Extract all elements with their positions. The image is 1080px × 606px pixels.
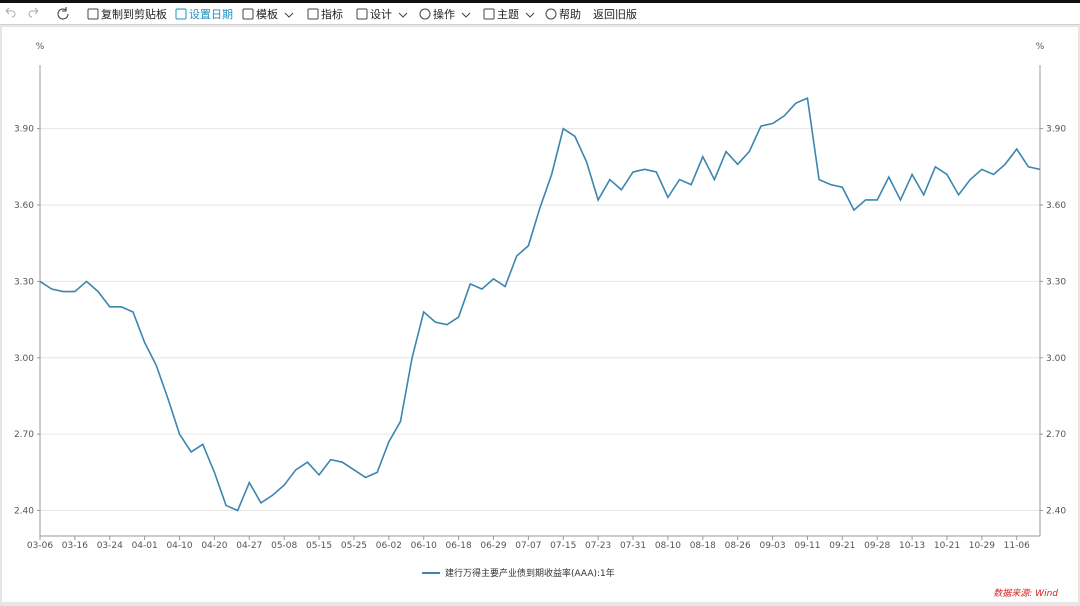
y-tick-label: 3.00 [14,354,34,364]
x-tick-label: 11-06 [1004,541,1030,551]
y2-tick-label: 3.30 [1046,277,1066,287]
toolbar-icon [307,8,319,20]
y2-tick-label: 3.00 [1046,354,1066,364]
y2-tick-label: 3.90 [1046,125,1066,135]
x-tick-label: 10-13 [899,541,925,551]
x-tick-label: 03-16 [62,541,88,551]
x-tick-label: 08-26 [725,541,751,551]
toolbar-icon [419,8,431,20]
top-bar [0,0,1080,3]
toolbar-icon [87,8,99,20]
x-tick-label: 04-27 [236,541,262,551]
toolbar-item[interactable]: 主题 [497,8,519,21]
y-tick-label: 2.70 [14,430,34,440]
toolbar: 复制到剪贴板 设置日期 模板 指标 设计 操作 主题 帮助 返回旧版 [0,3,1080,25]
toolbar-icon [175,8,187,20]
x-tick-label: 04-10 [166,541,192,551]
chart: % % 2.40 2.70 3.00 3.30 3.60 3.90 2.40 2.70 3.00 3.… [14,42,1066,599]
history-icons [5,7,69,20]
toolbar-icon [545,8,557,20]
x-tick-label: 07-31 [620,541,646,551]
legend-label: 建行万得主要产业债到期收益率(AAA):1年 [445,567,615,579]
y-tick-label: 3.60 [14,201,34,211]
x-tick-label: 07-15 [550,541,576,551]
dropdown-arrow[interactable] [461,11,471,19]
series-line [39,96,1041,512]
toolbar-item[interactable]: 帮助 [559,8,581,21]
toolbar-item[interactable]: 返回旧版 [593,8,637,21]
chart-panel: %% 2.40 2.70 3.00 3.30 3.60 3.90 2.40 2.70 3.00 3.… [2,27,1078,602]
x-tick-label: 06-29 [480,541,506,551]
x-tick-label: 10-21 [934,541,960,551]
y-tick-label: 2.40 [14,507,34,517]
x-tick-label: 08-10 [655,541,681,551]
toolbar-item[interactable]: 模板 [256,8,278,21]
toolbar-item[interactable]: 设计 [370,8,392,21]
x-tick-label: 09-21 [829,541,855,551]
toolbar-item[interactable]: 设置日期 [189,8,233,21]
x-tick-label: 04-01 [132,541,158,551]
y2-unit: % [1036,42,1045,52]
x-tick-label: 09-11 [794,541,820,551]
x-tick-label: 05-08 [271,541,297,551]
toolbar-icon [483,8,495,20]
y-tick-label: 3.90 [14,125,34,135]
source-note: 数据来源: Wind [993,588,1058,599]
x-tick-label: 06-18 [446,541,472,551]
x-tick-label: 09-03 [759,541,785,551]
y2-tick-label: 2.40 [1046,507,1066,517]
toolbar-item[interactable]: 指标 [321,8,343,21]
x-tick-label: 08-18 [690,541,716,551]
toolbar-item[interactable]: 操作 [433,8,455,21]
x-tick-label: 03-06 [27,541,53,551]
dropdown-arrow[interactable] [398,11,408,19]
x-tick-label: 09-28 [864,541,890,551]
x-tick-label: 05-25 [341,541,367,551]
x-tick-label: 06-02 [376,541,402,551]
y-tick-label: 3.30 [14,277,34,287]
y2-tick-label: 2.70 [1046,430,1066,440]
x-tick-label: 07-23 [585,541,611,551]
x-tick-label: 03-24 [97,541,123,551]
x-tick-label: 07-07 [515,541,541,551]
dropdown-arrow[interactable] [284,11,294,19]
y2-tick-label: 3.60 [1046,201,1066,211]
toolbar-icon [242,8,254,20]
toolbar-item[interactable]: 复制到剪贴板 [101,8,167,21]
x-tick-label: 10-29 [969,541,995,551]
toolbar-icon [356,8,368,20]
x-tick-label: 04-20 [201,541,227,551]
y-unit: % [36,42,45,52]
x-tick-label: 06-10 [411,541,437,551]
dropdown-arrow[interactable] [525,11,535,19]
x-tick-label: 05-15 [306,541,332,551]
